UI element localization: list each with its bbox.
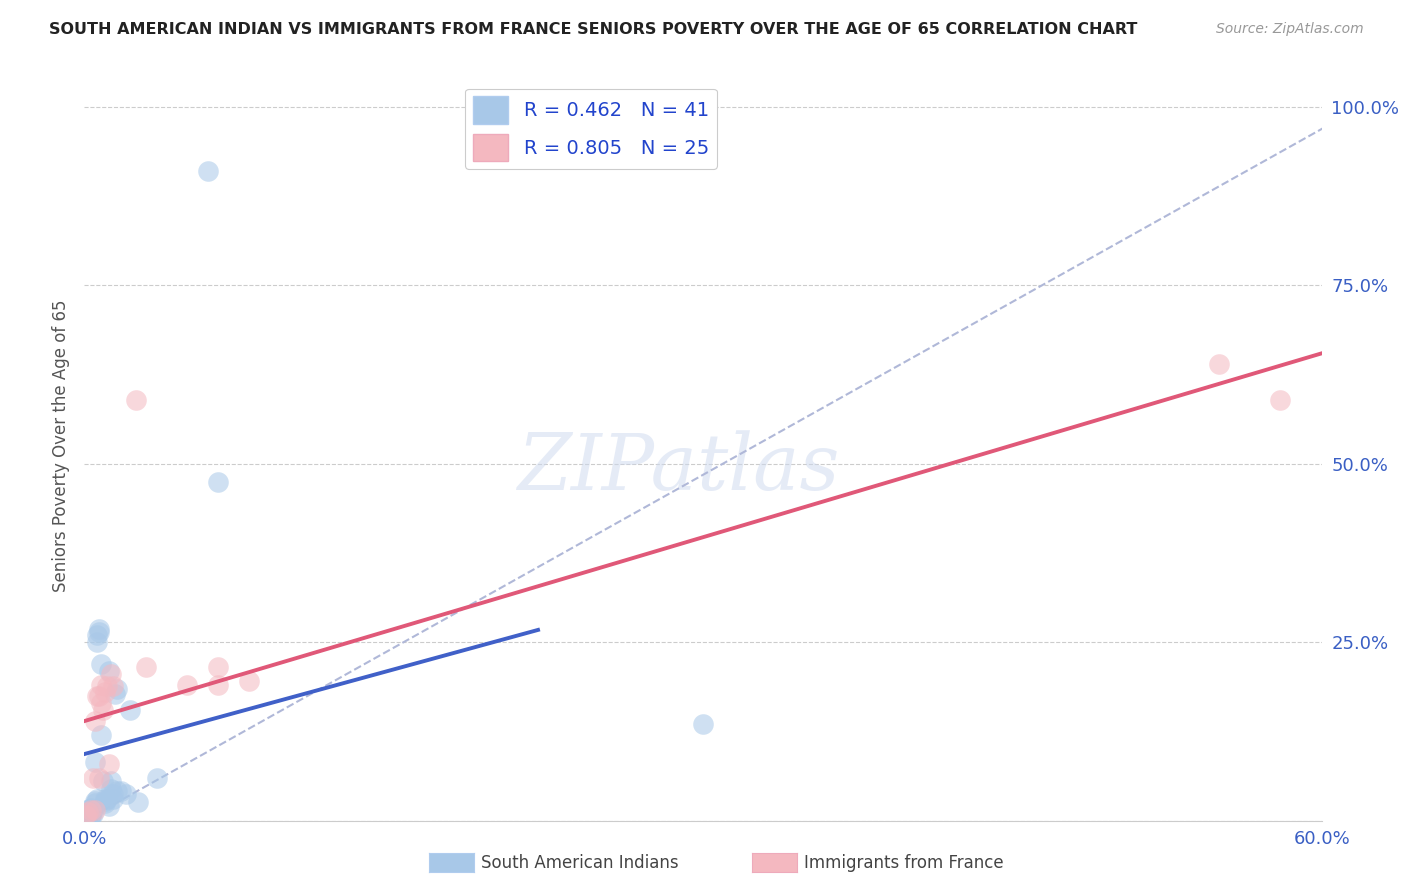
Y-axis label: Seniors Poverty Over the Age of 65: Seniors Poverty Over the Age of 65 xyxy=(52,300,70,592)
Point xyxy=(75,803,97,817)
Point xyxy=(114,787,136,801)
Point xyxy=(79,803,101,817)
Point xyxy=(100,774,122,789)
Text: SOUTH AMERICAN INDIAN VS IMMIGRANTS FROM FRANCE SENIORS POVERTY OVER THE AGE OF : SOUTH AMERICAN INDIAN VS IMMIGRANTS FROM… xyxy=(49,22,1137,37)
Point xyxy=(83,755,105,769)
Point xyxy=(103,680,125,694)
Point xyxy=(692,717,714,731)
Text: Source: ZipAtlas.com: Source: ZipAtlas.com xyxy=(1216,22,1364,37)
Point xyxy=(86,689,108,703)
Point xyxy=(90,728,112,742)
Point xyxy=(82,806,104,821)
Point xyxy=(207,678,229,692)
Point xyxy=(110,783,132,797)
Point xyxy=(90,657,112,671)
Point xyxy=(91,703,114,717)
Point xyxy=(90,696,112,710)
Point xyxy=(75,808,97,822)
Point xyxy=(207,475,229,489)
Point xyxy=(118,703,141,717)
Point xyxy=(125,392,148,407)
Point xyxy=(91,774,114,789)
Text: Immigrants from France: Immigrants from France xyxy=(804,854,1004,871)
Point xyxy=(176,678,198,692)
Point xyxy=(145,771,167,785)
Point xyxy=(100,667,122,681)
Point xyxy=(83,803,105,817)
Point xyxy=(105,681,128,696)
Point xyxy=(100,781,122,796)
Point xyxy=(135,660,157,674)
Point xyxy=(98,799,121,814)
Text: South American Indians: South American Indians xyxy=(481,854,679,871)
Point xyxy=(79,809,101,823)
Point xyxy=(79,806,101,821)
Point xyxy=(82,803,104,817)
Point xyxy=(96,792,118,806)
Point xyxy=(87,771,110,785)
Point xyxy=(1208,357,1230,371)
Point xyxy=(127,795,149,809)
Point xyxy=(79,801,101,815)
Point xyxy=(96,680,118,694)
Point xyxy=(82,771,104,785)
Point xyxy=(94,796,117,810)
Point xyxy=(87,623,110,637)
Point xyxy=(86,628,108,642)
Point xyxy=(104,687,127,701)
Point xyxy=(83,794,105,808)
Point xyxy=(75,806,97,821)
Point xyxy=(1270,392,1292,407)
Point xyxy=(238,674,260,689)
Point xyxy=(90,678,112,692)
Point xyxy=(94,794,117,808)
Point xyxy=(87,624,110,639)
Point xyxy=(86,792,108,806)
Text: ZIPatlas: ZIPatlas xyxy=(517,430,839,507)
Point xyxy=(83,714,105,728)
Point xyxy=(207,660,229,674)
Point xyxy=(87,689,110,703)
Point xyxy=(103,792,125,806)
Point xyxy=(83,796,105,810)
Point xyxy=(94,685,117,699)
Point xyxy=(94,792,117,806)
Point xyxy=(103,787,125,801)
Point xyxy=(77,805,100,819)
Point xyxy=(98,664,121,678)
Point xyxy=(98,756,121,771)
Legend: R = 0.462   N = 41, R = 0.805   N = 25: R = 0.462 N = 41, R = 0.805 N = 25 xyxy=(465,88,717,169)
Point xyxy=(77,805,100,819)
Point xyxy=(197,164,219,178)
Point xyxy=(86,635,108,649)
Point xyxy=(77,808,100,822)
Point xyxy=(105,783,128,797)
